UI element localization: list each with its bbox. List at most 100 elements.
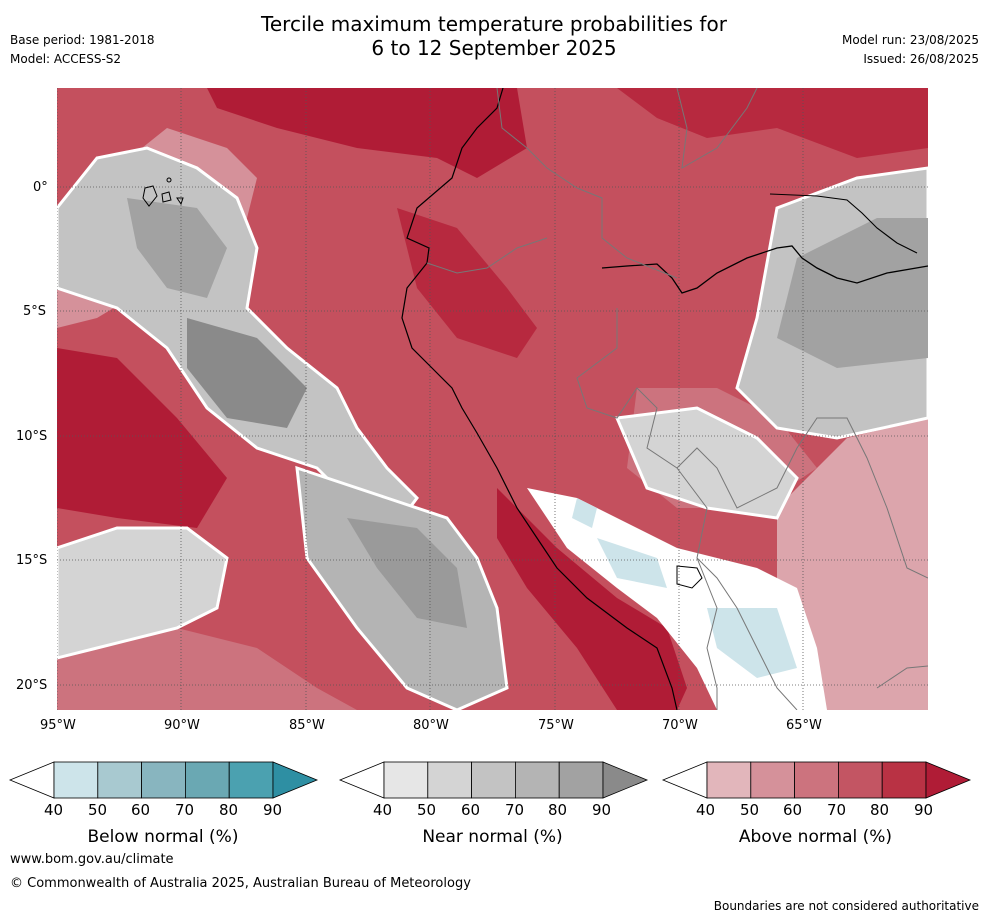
colorbar-2-segment-4 <box>881 761 927 799</box>
colorbars-svg <box>8 761 972 799</box>
cb0-tick-50: 50 <box>88 801 108 819</box>
colorbar-above-normal <box>661 761 972 799</box>
map-title-line2: 6 to 12 September 2025 <box>371 36 617 60</box>
dark-grey-region-west-b <box>187 318 307 428</box>
lat-label-5s: 5°S <box>23 304 47 319</box>
lat-label-10s: 10°S <box>16 429 48 444</box>
colorbar-1-segment-0 <box>383 761 429 799</box>
colorbar-0-segment-1 <box>97 761 143 799</box>
galapagos-santa-cruz <box>161 191 172 203</box>
dark-grey-region-south-central <box>347 518 467 628</box>
galapagos-north-island <box>166 177 172 183</box>
dark-grey-region-west-a <box>127 198 227 298</box>
dark-red-region-coast <box>497 488 687 710</box>
lon-label-80w: 80°W <box>413 718 449 733</box>
colorbar-1-extend-low <box>338 761 385 799</box>
colorbar-0-segment-4 <box>228 761 274 799</box>
colorbar-0-extend-low <box>8 761 55 799</box>
cb2-tick-50: 50 <box>740 801 760 819</box>
lon-label-75w: 75°W <box>538 718 574 733</box>
cb1-tick-80: 80 <box>548 801 568 819</box>
cb2-tick-40: 40 <box>696 801 716 819</box>
colorbar-near-normal <box>338 761 649 799</box>
colorbar-2-extend-low <box>661 761 708 799</box>
cb1-tick-40: 40 <box>373 801 393 819</box>
galapagos-isabela <box>142 185 158 207</box>
light-red-region-southwest <box>57 628 357 710</box>
below-normal-region-a <box>597 538 667 588</box>
colorbar-below-normal <box>8 761 319 799</box>
colorbar-2-extend-high <box>925 761 972 799</box>
lon-label-90w: 90°W <box>164 718 200 733</box>
grey-region-southwest <box>57 526 229 660</box>
galapagos-islands <box>142 177 184 207</box>
rio-negro <box>769 193 918 254</box>
colorbar-0-segment-3 <box>184 761 230 799</box>
colorbar-1-segment-2 <box>471 761 516 799</box>
coastline <box>401 88 678 710</box>
cb2-tick-60: 60 <box>783 801 803 819</box>
model-text: Model: ACCESS-S2 <box>10 52 122 66</box>
colorbar-2-segment-1 <box>750 761 795 799</box>
copyright-text: © Commonwealth of Australia 2025, Austra… <box>10 876 471 891</box>
below-normal-region-b <box>572 498 597 528</box>
cb0-tick-40: 40 <box>44 801 64 819</box>
dark-red-region-north <box>207 88 527 178</box>
colorbar-1-segment-3 <box>515 761 560 799</box>
cb2-tick-90: 90 <box>914 801 934 819</box>
colorbar-2-segment-3 <box>838 761 883 799</box>
probability-map <box>57 88 928 710</box>
cb1-tick-70: 70 <box>505 801 525 819</box>
above-normal-label: Above normal (%) <box>738 827 893 847</box>
lon-label-70w: 70°W <box>662 718 698 733</box>
dark-red-region-central <box>397 208 537 358</box>
base-period-text: Base period: 1981-2018 <box>10 33 155 47</box>
light-red-region-southeast <box>777 418 928 710</box>
model-run-text: Model run: 23/08/2025 <box>841 33 979 47</box>
cb0-tick-70: 70 <box>175 801 195 819</box>
cb2-tick-70: 70 <box>827 801 847 819</box>
border-peru-bolivia <box>676 467 798 710</box>
issued-text: Issued: 26/08/2025 <box>863 52 979 66</box>
cb1-tick-50: 50 <box>417 801 437 819</box>
country-borders <box>426 88 928 710</box>
dark-grey-region-east <box>777 218 928 368</box>
colorbar-0-segment-0 <box>53 761 99 799</box>
lon-label-65w: 65°W <box>786 718 822 733</box>
cb0-tick-60: 60 <box>131 801 151 819</box>
border-colombia-peru <box>496 88 678 279</box>
cb1-tick-60: 60 <box>461 801 481 819</box>
galapagos-san-cristobal <box>176 197 184 206</box>
border-colombia-brazil <box>676 88 758 169</box>
lat-label-0: 0° <box>33 180 48 195</box>
border-bolivia-chile <box>696 557 718 710</box>
colorbar-0-extend-high <box>272 761 319 799</box>
cb2-tick-80: 80 <box>870 801 890 819</box>
grey-region-east-central <box>614 406 799 520</box>
lon-label-95w: 95°W <box>40 718 76 733</box>
lon-label-85w: 85°W <box>289 718 325 733</box>
lat-label-20s: 20°S <box>16 678 48 693</box>
cb1-tick-90: 90 <box>592 801 612 819</box>
dark-red-region-west <box>57 348 227 528</box>
amazon-river <box>601 245 928 294</box>
probability-map-svg <box>57 88 928 710</box>
colorbar-tick-labels: 40 50 60 70 80 90 40 50 60 70 80 90 40 5… <box>0 801 988 821</box>
cb0-tick-90: 90 <box>263 801 283 819</box>
border-peru-brazil-bolivia <box>576 308 928 579</box>
map-title-line1: Tercile maximum temperature probabilitie… <box>261 12 727 36</box>
border-ecuador-peru <box>426 237 548 274</box>
graticule <box>57 88 928 710</box>
border-bolivia-paraguay <box>876 665 928 689</box>
below-normal-region-c <box>707 608 797 678</box>
website-link[interactable]: www.bom.gov.au/climate <box>10 852 174 867</box>
below-normal-label: Below normal (%) <box>87 827 239 847</box>
map-title: Tercile maximum temperature probabilitie… <box>0 12 988 60</box>
colorbar-1-segment-4 <box>558 761 604 799</box>
colorbar-2-segment-2 <box>794 761 839 799</box>
colorbar-2-segment-0 <box>706 761 752 799</box>
near-normal-label: Near normal (%) <box>422 827 563 847</box>
cb0-tick-80: 80 <box>219 801 239 819</box>
colorbar-0-segment-2 <box>141 761 186 799</box>
colorbar-1-extend-high <box>602 761 649 799</box>
